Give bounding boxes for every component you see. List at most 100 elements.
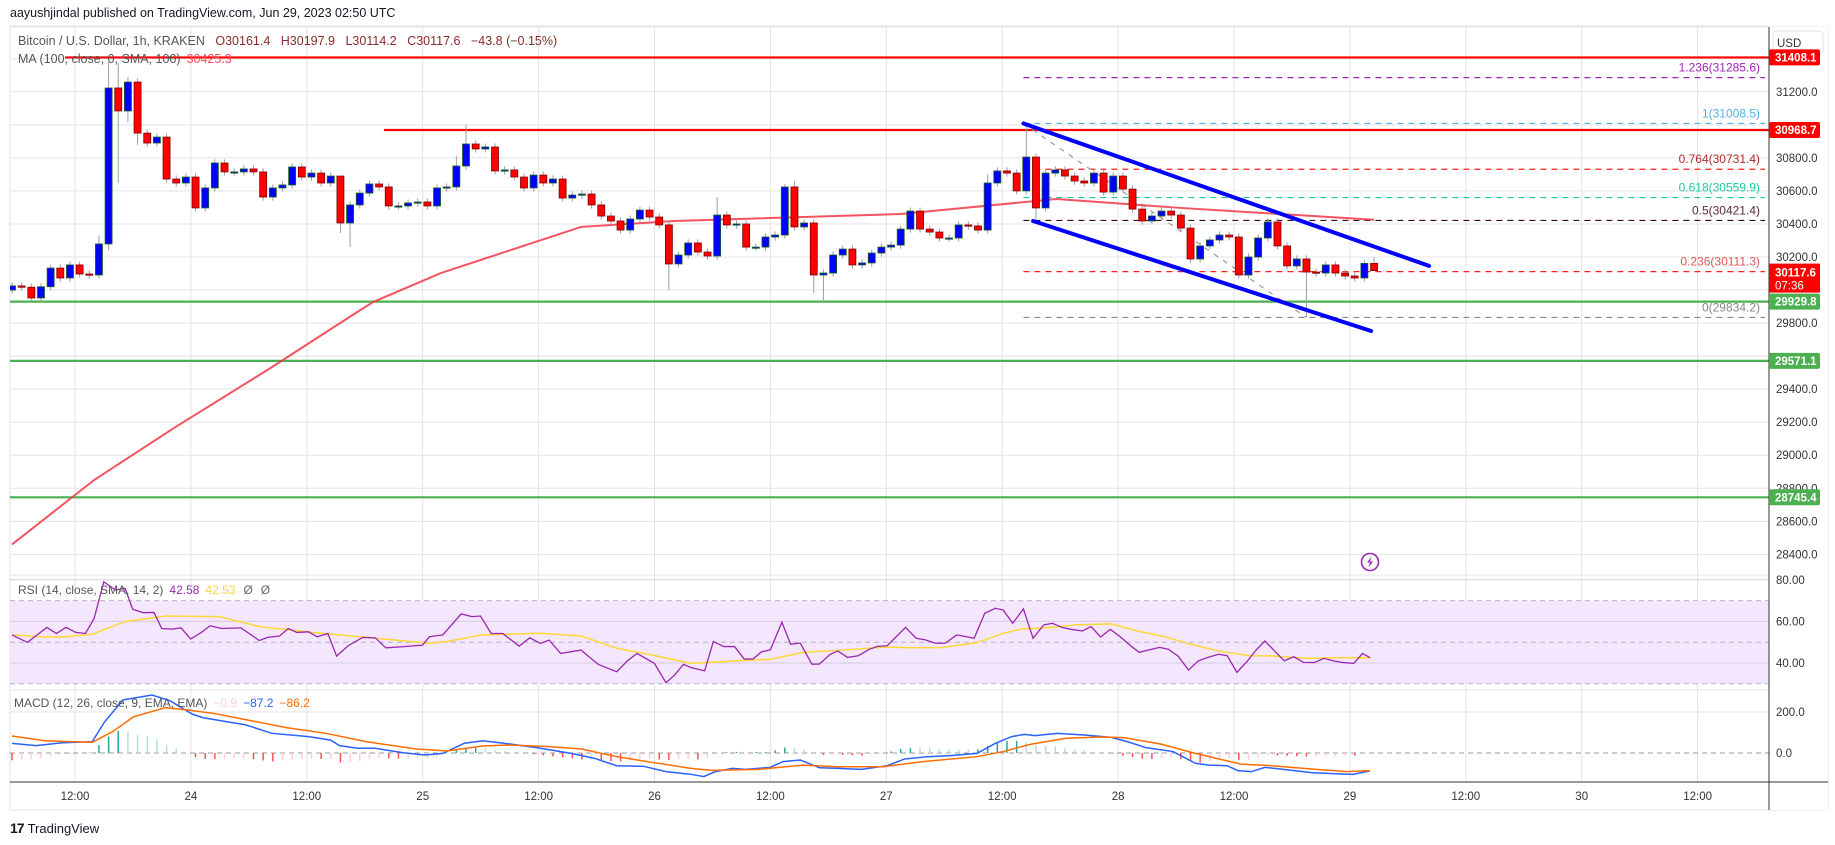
- candle[interactable]: [1186, 227, 1195, 260]
- candle[interactable]: [1090, 172, 1098, 184]
- candle[interactable]: [790, 186, 799, 228]
- candle[interactable]: [471, 143, 480, 150]
- candle[interactable]: [1147, 215, 1156, 222]
- candle[interactable]: [1157, 210, 1166, 217]
- candle[interactable]: [616, 220, 625, 231]
- candle[interactable]: [954, 224, 963, 239]
- candle[interactable]: [858, 262, 866, 266]
- candle[interactable]: [1080, 180, 1089, 184]
- candle[interactable]: [375, 183, 383, 188]
- candle[interactable]: [896, 228, 905, 246]
- candle[interactable]: [1263, 221, 1272, 239]
- candle[interactable]: [249, 168, 258, 173]
- candle[interactable]: [1205, 239, 1214, 247]
- candle[interactable]: [17, 285, 26, 288]
- candle[interactable]: [664, 224, 673, 265]
- candle[interactable]: [1283, 245, 1292, 267]
- ma-legend[interactable]: MA (100, close, 0, SMA, 100) 30425.3: [18, 52, 232, 66]
- candle[interactable]: [1360, 262, 1369, 279]
- candle[interactable]: [945, 237, 953, 240]
- candle[interactable]: [500, 169, 509, 172]
- rsi-pane[interactable]: [10, 579, 1769, 685]
- candle[interactable]: [1176, 214, 1185, 229]
- candle[interactable]: [413, 201, 422, 204]
- candle[interactable]: [800, 222, 809, 228]
- price-pane[interactable]: 1.236(31285.6) 1(31008.5) 0.764(30731.4) 0.…: [9, 56, 1770, 546]
- candle[interactable]: [1215, 234, 1224, 241]
- candle[interactable]: [742, 223, 751, 248]
- candle[interactable]: [1350, 275, 1359, 279]
- candle[interactable]: [1167, 210, 1176, 216]
- macd-pane[interactable]: [10, 694, 1769, 778]
- candle[interactable]: [491, 146, 499, 172]
- price-axis[interactable]: [1769, 27, 1828, 810]
- candle[interactable]: [133, 81, 142, 134]
- candle[interactable]: [1302, 258, 1311, 273]
- candle[interactable]: [201, 187, 210, 209]
- candle[interactable]: [983, 182, 992, 231]
- candle[interactable]: [433, 187, 441, 207]
- candle[interactable]: [587, 193, 596, 206]
- candle[interactable]: [481, 146, 490, 150]
- candle[interactable]: [993, 170, 1002, 184]
- candle[interactable]: [27, 286, 36, 299]
- candle[interactable]: [85, 273, 94, 276]
- candle[interactable]: [1244, 256, 1253, 276]
- rsi-legend[interactable]: RSI (14, close, SMA, 14, 2) 42.58 42.53 Ø Ø: [18, 583, 270, 597]
- candle[interactable]: [597, 204, 606, 217]
- candle[interactable]: [935, 231, 944, 239]
- candle[interactable]: [626, 218, 635, 231]
- candle[interactable]: [423, 201, 432, 207]
- candle[interactable]: [1273, 221, 1282, 247]
- macd-legend[interactable]: MACD (12, 26, close, 9, EMA, EMA) −0.9 −87…: [14, 696, 310, 710]
- candle[interactable]: [162, 136, 171, 180]
- candle[interactable]: [1109, 175, 1118, 193]
- candle[interactable]: [239, 168, 248, 173]
- candle[interactable]: [722, 214, 731, 226]
- candle[interactable]: [568, 194, 577, 199]
- candle[interactable]: [906, 210, 915, 230]
- candle[interactable]: [317, 172, 326, 184]
- candle[interactable]: [1331, 264, 1340, 274]
- candle[interactable]: [191, 176, 200, 209]
- candle[interactable]: [1254, 237, 1263, 258]
- candle[interactable]: [1196, 245, 1205, 260]
- candle[interactable]: [838, 248, 847, 256]
- candle[interactable]: [877, 246, 886, 254]
- candle[interactable]: [887, 244, 895, 248]
- candle[interactable]: [1321, 264, 1330, 274]
- candle[interactable]: [578, 193, 586, 196]
- candle[interactable]: [636, 209, 644, 220]
- candle[interactable]: [529, 174, 538, 189]
- candle[interactable]: [1032, 156, 1040, 209]
- candle[interactable]: [104, 87, 113, 245]
- candle[interactable]: [1003, 170, 1011, 174]
- candle[interactable]: [520, 176, 528, 189]
- candle[interactable]: [1370, 262, 1378, 272]
- candle[interactable]: [1012, 172, 1021, 192]
- candle[interactable]: [925, 228, 934, 233]
- candle[interactable]: [1292, 258, 1301, 267]
- candle[interactable]: [326, 175, 335, 184]
- candle[interactable]: [539, 174, 548, 184]
- candle[interactable]: [1051, 169, 1060, 174]
- footer-brand[interactable]: 17 TradingView: [10, 820, 99, 836]
- candle[interactable]: [181, 176, 190, 184]
- candle[interactable]: [37, 286, 45, 299]
- channel-lower-line[interactable]: [1031, 218, 1374, 334]
- lightning-icon[interactable]: [1360, 552, 1380, 572]
- candle[interactable]: [645, 209, 654, 218]
- candle[interactable]: [703, 251, 712, 257]
- candle[interactable]: [66, 264, 74, 279]
- candle[interactable]: [1341, 272, 1349, 277]
- candle[interactable]: [809, 222, 818, 276]
- candle[interactable]: [307, 172, 316, 178]
- candle[interactable]: [1312, 271, 1320, 274]
- candle[interactable]: [771, 234, 780, 238]
- candle[interactable]: [143, 132, 152, 144]
- candle[interactable]: [1070, 175, 1079, 182]
- symbol-legend[interactable]: Bitcoin / U.S. Dollar, 1h, KRAKEN O30161…: [18, 34, 564, 48]
- candle[interactable]: [974, 225, 982, 231]
- candle[interactable]: [452, 165, 461, 188]
